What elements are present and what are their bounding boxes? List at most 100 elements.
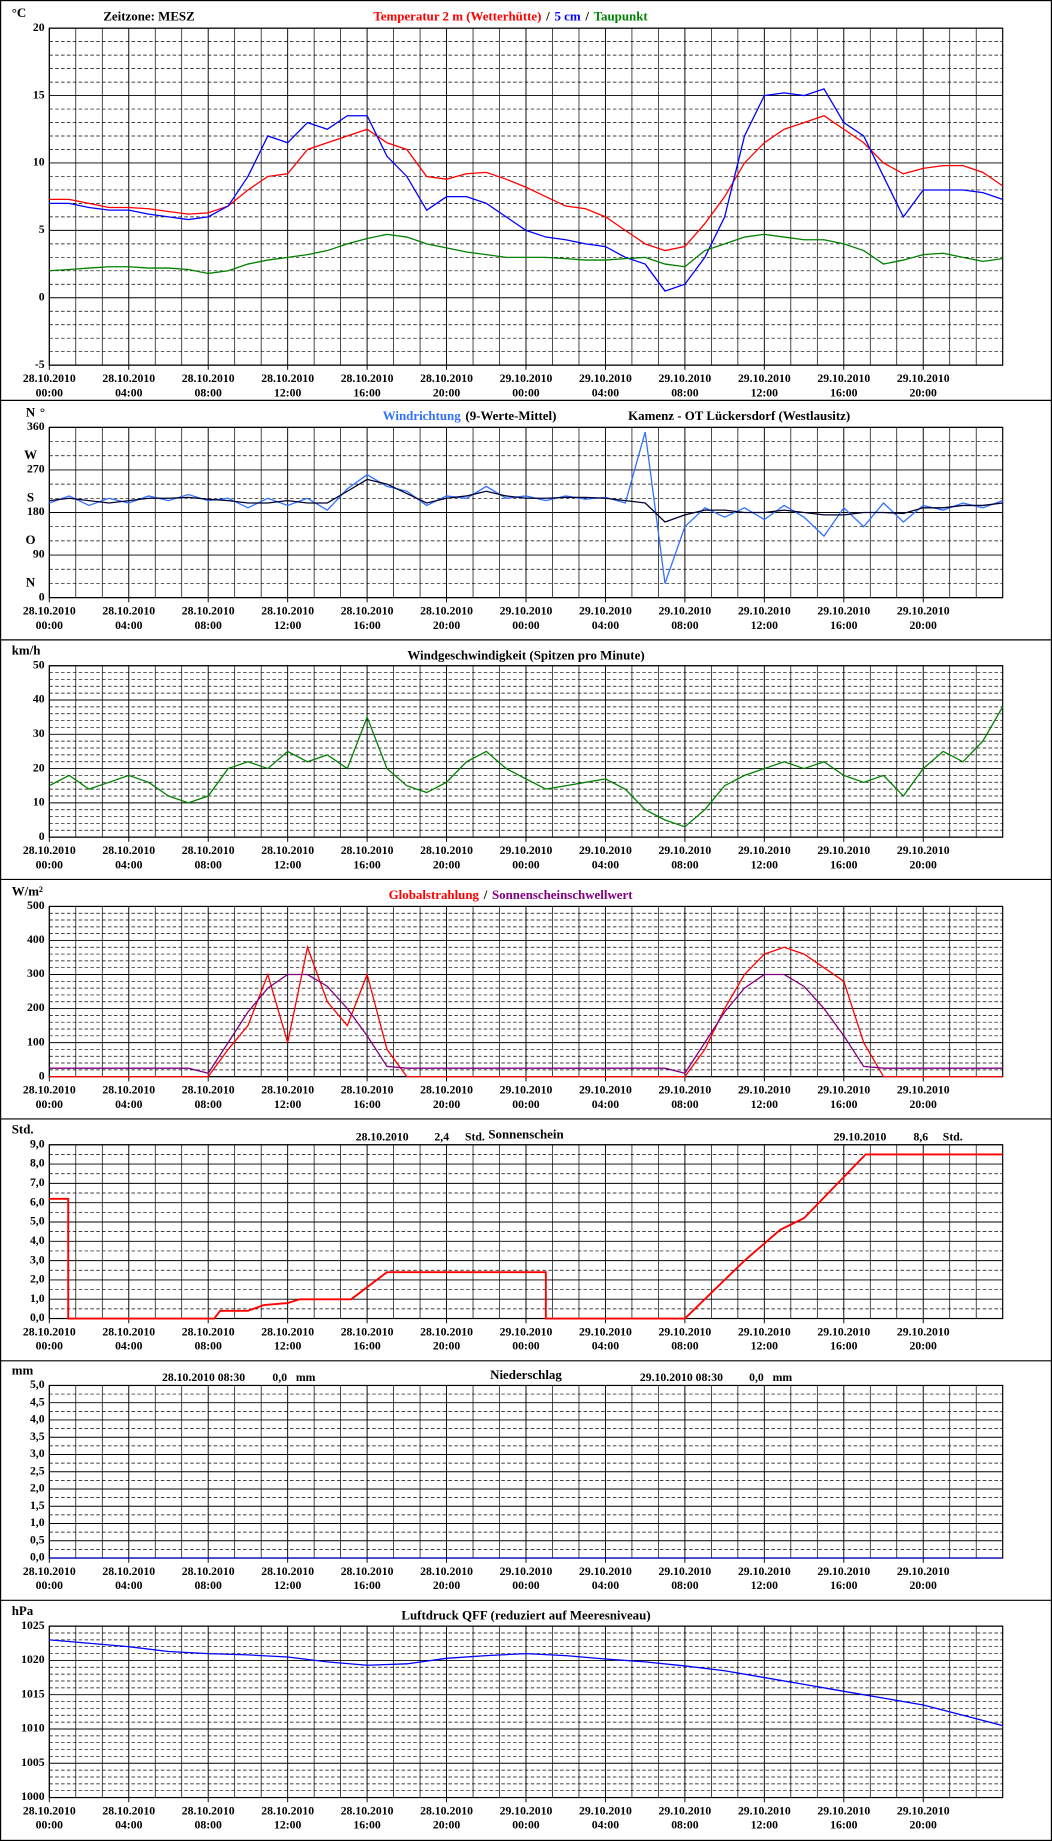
- x-tick-time: 20:00: [910, 618, 938, 631]
- x-tick-date: 29.10.2010: [897, 1804, 950, 1817]
- x-tick-time: 16:00: [830, 1339, 858, 1352]
- x-tick-label: 29.10.2010 04:00: [579, 604, 632, 631]
- x-tick-date: 29.10.2010: [897, 604, 950, 617]
- x-tick-date: 28.10.2010: [102, 1565, 155, 1578]
- unit-label: °: [40, 404, 45, 419]
- x-tick-time: 08:00: [195, 386, 223, 399]
- x-tick-label: 28.10.2010 12:00: [261, 1325, 314, 1352]
- legend: Globalstrahlung / Sonnenscheinschwellwert: [389, 887, 634, 902]
- series-line: [49, 431, 1003, 584]
- y-tick-label: 300: [27, 967, 45, 980]
- x-tick-label: 29.10.2010 20:00: [897, 1565, 950, 1592]
- x-tick-date: 29.10.2010: [500, 372, 553, 385]
- unit-label: km/h: [12, 643, 41, 658]
- x-tick-date: 28.10.2010: [23, 1804, 76, 1817]
- x-tick-date: 28.10.2010: [102, 1804, 155, 1817]
- x-tick-time: 08:00: [195, 1818, 223, 1831]
- x-tick-label: 29.10.2010 08:00: [658, 1804, 711, 1831]
- x-tick-time: 16:00: [353, 618, 381, 631]
- x-tick-time: 04:00: [592, 1579, 620, 1592]
- x-tick-label: 29.10.2010 08:00: [658, 844, 711, 871]
- x-tick-label: 29.10.2010 12:00: [738, 372, 791, 399]
- x-tick-label: 29.10.2010 12:00: [738, 1804, 791, 1831]
- x-tick-label: 28.10.2010 04:00: [102, 1804, 155, 1831]
- x-tick-label: 28.10.2010 08:00: [182, 1083, 235, 1110]
- x-tick-label: 28.10.2010 20:00: [420, 1804, 473, 1831]
- y-tick-label: 4,0: [30, 1413, 45, 1426]
- x-tick-time: 04:00: [592, 1098, 620, 1111]
- x-tick-label: 29.10.2010 08:00: [658, 372, 711, 399]
- y-tick-label: 1020: [21, 1653, 45, 1666]
- timezone: Zeitzone: MESZ: [103, 9, 194, 24]
- x-tick-time: 16:00: [830, 858, 858, 871]
- x-tick-time: 00:00: [512, 858, 540, 871]
- x-tick-date: 29.10.2010: [658, 604, 711, 617]
- x-tick-label: 28.10.2010 00:00: [23, 1325, 76, 1352]
- legend-entry: 5 cm: [554, 9, 580, 24]
- x-tick-label: 29.10.2010 08:00: [658, 1083, 711, 1110]
- x-tick-time: 04:00: [115, 618, 143, 631]
- x-tick-time: 04:00: [115, 1098, 143, 1111]
- x-tick-date: 28.10.2010: [261, 1325, 314, 1338]
- legend-entry: Sonnenscheinschwellwert: [492, 887, 633, 902]
- x-tick-time: 12:00: [274, 618, 302, 631]
- x-tick-date: 28.10.2010: [182, 844, 235, 857]
- x-tick-time: 08:00: [671, 1339, 699, 1352]
- y-tick-label: 9,0: [30, 1137, 45, 1150]
- series-line: [49, 1639, 1003, 1727]
- legend-entry: (9-Werte-Mittel): [465, 408, 556, 423]
- location: Kamenz - OT Lückersdorf (Westlausitz): [628, 408, 850, 423]
- x-tick-label: 29.10.2010 00:00: [500, 1804, 553, 1831]
- y-tick-label: 3,5: [30, 1430, 45, 1443]
- x-tick-time: 08:00: [671, 1818, 699, 1831]
- x-tick-time: 08:00: [195, 1579, 223, 1592]
- series-line: [49, 233, 1003, 275]
- x-tick-label: 28.10.2010 08:00: [182, 1325, 235, 1352]
- y-tick-label: 1005: [21, 1756, 45, 1769]
- x-tick-label: 28.10.2010 20:00: [420, 1565, 473, 1592]
- legend: Windrichtung (9-Werte-Mittel): [383, 408, 557, 423]
- x-tick-label: 28.10.2010 00:00: [23, 1083, 76, 1110]
- x-tick-label: 29.10.2010 04:00: [579, 1565, 632, 1592]
- x-tick-label: 28.10.2010 16:00: [341, 604, 394, 631]
- x-tick-label: 29.10.2010 16:00: [817, 1565, 870, 1592]
- x-tick-time: 08:00: [195, 1339, 223, 1352]
- x-tick-label: 28.10.2010 16:00: [341, 1804, 394, 1831]
- x-tick-date: 28.10.2010: [182, 1083, 235, 1096]
- x-tick-time: 04:00: [115, 858, 143, 871]
- x-tick-date: 29.10.2010: [658, 1565, 711, 1578]
- direction-label: O: [26, 532, 36, 547]
- legend-entry: Temperatur 2 m (Wetterhütte): [373, 9, 541, 24]
- x-tick-label: 28.10.2010 08:00: [182, 844, 235, 871]
- annotation: 29.10.2010: [834, 1130, 887, 1143]
- x-tick-date: 28.10.2010: [261, 604, 314, 617]
- x-tick-time: 20:00: [433, 386, 461, 399]
- unit-label: mm: [12, 1362, 34, 1377]
- y-tick-label: 0: [39, 290, 45, 303]
- x-tick-time: 00:00: [36, 1098, 64, 1111]
- x-tick-date: 29.10.2010: [500, 1083, 553, 1096]
- y-tick-label: 3,0: [30, 1253, 45, 1266]
- x-tick-date: 29.10.2010: [897, 1325, 950, 1338]
- y-tick-label: -5: [35, 358, 45, 371]
- x-tick-date: 29.10.2010: [817, 1565, 870, 1578]
- x-tick-time: 00:00: [512, 1579, 540, 1592]
- x-tick-label: 28.10.2010 12:00: [261, 604, 314, 631]
- unit-label: W/m²: [12, 883, 43, 898]
- x-tick-label: 28.10.2010 12:00: [261, 1804, 314, 1831]
- x-tick-date: 29.10.2010: [817, 1804, 870, 1817]
- series-line: [49, 706, 1004, 828]
- y-tick-label: 90: [33, 548, 45, 561]
- x-tick-date: 28.10.2010: [420, 372, 473, 385]
- unit-label: °C: [12, 5, 26, 20]
- x-tick-label: 29.10.2010 00:00: [500, 844, 553, 871]
- annotation: 0,0: [272, 1371, 287, 1384]
- annotation: 29.10.2010 08:30: [640, 1371, 723, 1384]
- x-tick-label: 29.10.2010 12:00: [738, 1083, 791, 1110]
- x-tick-date: 28.10.2010: [261, 1083, 314, 1096]
- x-tick-label: 28.10.2010 04:00: [102, 844, 155, 871]
- x-tick-time: 04:00: [592, 618, 620, 631]
- x-tick-date: 29.10.2010: [738, 1325, 791, 1338]
- x-tick-label: 28.10.2010 12:00: [261, 1565, 314, 1592]
